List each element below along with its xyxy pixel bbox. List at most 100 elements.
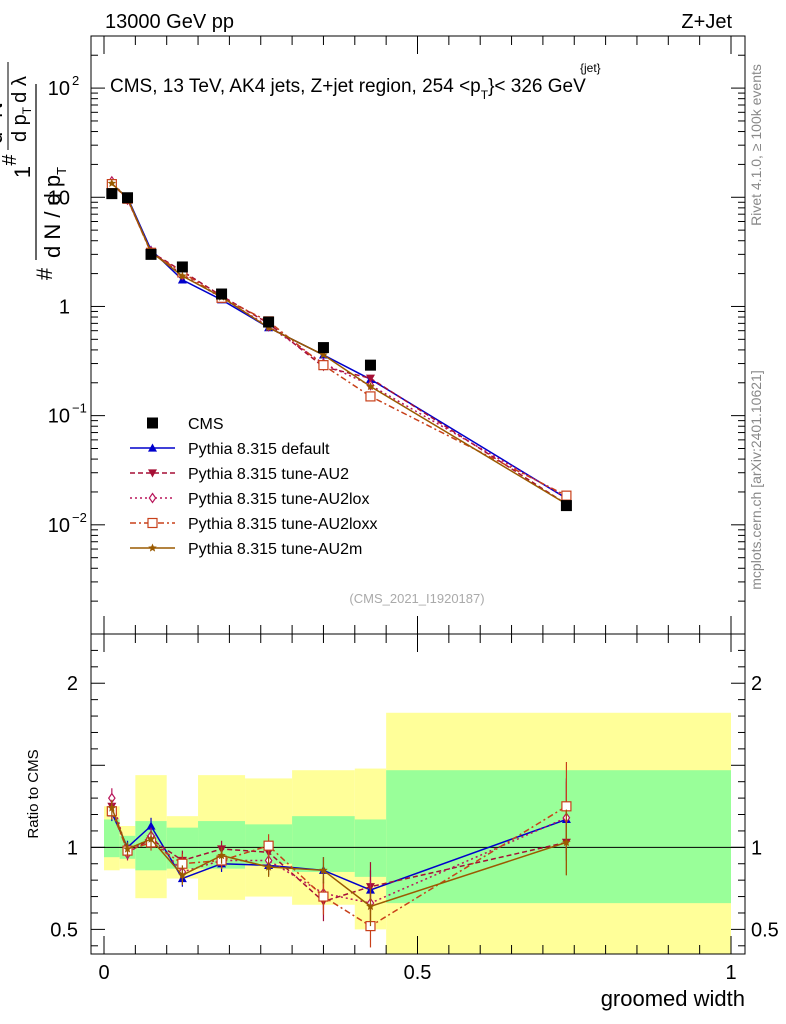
ratio-y-tick-label-left: 0.5 [50, 919, 78, 941]
x-tick-label: 1 [725, 962, 736, 984]
legend-label-1: Pythia 8.315 default [188, 441, 330, 458]
series-point-0 [560, 500, 572, 512]
main-title-sub: T [481, 88, 489, 102]
legend-label-5: Pythia 8.315 tune-AU2m [188, 541, 362, 558]
series-line-4 [111, 183, 567, 497]
ratio-point-4 [366, 901, 375, 911]
ylabel-N: N [0, 102, 7, 118]
ratio-axis-ticks: 0.5 0.5 1 1 2 2 0 0.5 1 [50, 634, 779, 984]
ratio-y-tick-label-left: 2 [67, 673, 78, 695]
ratio-point-3 [318, 891, 329, 902]
legend-label-0: CMS [188, 416, 224, 433]
ratio-point-4 [123, 844, 132, 853]
header-left: 13000 GeV pp [105, 11, 234, 33]
series-line-5 [111, 182, 567, 505]
y-tick-label: 10 [48, 515, 70, 537]
main-title-text: CMS, 13 TeV, AK4 jets, Z+jet region, 254… [110, 76, 481, 97]
y-tick-label: 10 [48, 78, 70, 100]
series-point-4 [561, 490, 572, 501]
y-tick-exponent: −2 [72, 510, 87, 525]
legend-marker-0 [147, 417, 158, 429]
main-series-group [106, 175, 572, 512]
ratio-point-4 [107, 803, 117, 812]
x-axis-label: groomed width [601, 986, 745, 1011]
ratio-series-group [106, 762, 572, 948]
ratio-uncertainty-bands [104, 712, 731, 954]
legend-label-4: Pythia 8.315 tune-AU2loxx [188, 516, 377, 533]
series-point-5 [366, 382, 375, 391]
series-point-0 [145, 248, 157, 260]
y-tick-base: 10 [48, 515, 70, 537]
ylabel-dn-sub: T [54, 167, 69, 175]
ratio-y-tick-label-right: 0.5 [751, 919, 779, 941]
ylabel-one: 1 [10, 166, 35, 178]
ylabel-dpt-text: d p [9, 114, 31, 142]
series-point-4 [318, 360, 329, 371]
y-tick-base: 10 [48, 78, 70, 100]
series-point-0 [176, 261, 188, 273]
legend: CMS Pythia 8.315 default Pythia 8.315 tune… [130, 416, 377, 558]
ylabel-hash: # [32, 267, 57, 280]
series-point-5 [319, 350, 328, 359]
y-tick-exponent: −1 [72, 401, 87, 416]
y-tick-label: 10 [48, 187, 70, 209]
series-line-2 [111, 182, 567, 505]
main-y-label: 1 d N / d pT # d 2 N d pTd λ # [0, 62, 69, 280]
series-point-0 [364, 359, 376, 371]
mcplots-label: mcplots.cern.ch [arXiv:2401.10621] [748, 370, 764, 589]
ratio-point-4 [319, 865, 328, 874]
ratio-point-3 [561, 801, 572, 812]
ratio-y-tick-label-right: 1 [751, 837, 762, 859]
series-point-5 [107, 178, 117, 187]
ylabel-d2: d [0, 132, 7, 144]
band-green-8 [386, 770, 731, 904]
x-tick-label: 0.5 [404, 962, 432, 984]
ratio-point-3 [263, 840, 274, 851]
ylabel-dlambda: d λ [9, 76, 31, 103]
ratio-point-4 [217, 851, 226, 860]
ratio-point-4 [178, 870, 187, 879]
ratio-y-tick-label-left: 1 [67, 837, 78, 859]
ylabel-denominator: d N / d pT [40, 167, 69, 258]
ratio-y-label: Ratio to CMS [25, 749, 42, 838]
analysis-watermark: (CMS_2021_I1920187) [349, 591, 484, 606]
rivet-label: Rivet 4.1.0, ≥ 100k events [748, 64, 764, 226]
series-point-0 [216, 288, 228, 300]
ratio-point-4 [264, 862, 273, 871]
ratio-point-0 [146, 821, 156, 830]
series-point-0 [106, 188, 118, 200]
ylabel-hash2: # [0, 154, 21, 166]
legend-marker-5 [148, 543, 157, 552]
series-point-0 [263, 316, 275, 328]
main-title: CMS, 13 TeV, AK4 jets, Z+jet region, 254… [110, 76, 586, 102]
x-tick-label: 0 [98, 962, 109, 984]
y-tick-label: 1 [59, 296, 70, 318]
series-point-4 [365, 391, 376, 402]
y-tick-base: 10 [48, 187, 70, 209]
ratio-point-4 [146, 834, 156, 843]
series-point-0 [122, 192, 134, 204]
legend-label-3: Pythia 8.315 tune-AU2lox [188, 491, 369, 508]
series-line-3 [111, 180, 567, 499]
main-title-sup: {jet} [580, 61, 601, 75]
legend-marker-1 [148, 443, 157, 452]
series-point-5 [178, 271, 187, 280]
y-tick-label: 10 [48, 406, 70, 428]
legend-marker-2 [148, 469, 157, 478]
series-point-2 [365, 374, 375, 383]
series-point-0 [317, 342, 329, 354]
y-tick-exponent: 2 [72, 73, 79, 88]
ylabel-dpt-sub: T [20, 106, 34, 114]
header-right: Z+Jet [681, 11, 732, 33]
legend-marker-4 [147, 517, 158, 529]
legend-marker-3 [148, 492, 157, 504]
y-tick-base: 1 [59, 296, 70, 318]
ylabel-dpt: d pTd λ [9, 76, 34, 142]
legend-label-2: Pythia 8.315 tune-AU2 [188, 466, 349, 483]
y-tick-base: 10 [48, 406, 70, 428]
series-line-1 [111, 184, 567, 499]
ylabel-dn: d N / d p [40, 175, 65, 258]
ratio-point-4 [562, 837, 571, 847]
